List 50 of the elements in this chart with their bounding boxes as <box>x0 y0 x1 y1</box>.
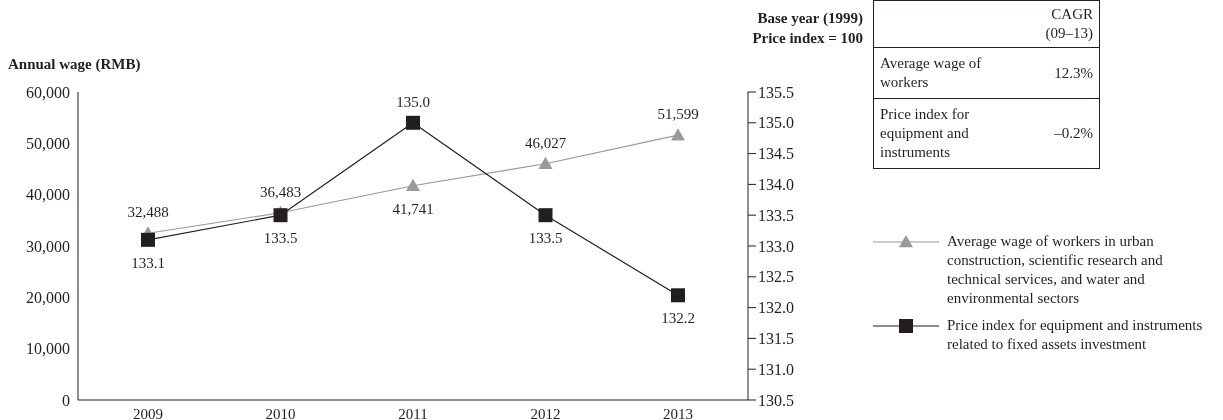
text: 12.3% <box>1053 63 1093 83</box>
y2-tick-label: 131.0 <box>758 360 794 378</box>
text: 41,741 <box>392 200 434 217</box>
y2-tick-label: 133.5 <box>758 206 794 224</box>
y2-tick-label: 134.5 <box>758 145 794 163</box>
y-tick-label: 0 <box>62 391 70 409</box>
y2-axis-title: Base year (1999) Price index = 100 <box>751 9 863 48</box>
y2-tick-label: 132.5 <box>758 268 794 286</box>
y2-tick-label: 133.0 <box>758 237 794 255</box>
legend-label: Average wage of workers in urban construction, scientific research and technical services, and water and environmental sectors <box>947 232 1164 308</box>
point <box>406 115 420 130</box>
y2-tick-label: 132.0 <box>758 299 794 317</box>
y-tick-label: 50,000 <box>26 135 70 153</box>
text: 133.5 <box>528 230 563 247</box>
x-tick-label: 2010 <box>265 405 296 420</box>
y2-tick-label: 135.5 <box>758 83 794 101</box>
y2-tick-label: 135.0 <box>758 114 794 132</box>
point <box>406 178 420 191</box>
point <box>141 232 155 247</box>
text: 36,483 <box>259 183 302 200</box>
y-tick-label: 60,000 <box>26 83 70 101</box>
point <box>273 208 288 223</box>
text: Average wage of workers <box>880 54 983 92</box>
y2-tick-label: 130.5 <box>758 391 794 409</box>
text: 133.1 <box>131 254 165 271</box>
y-tick-label: 10,000 <box>26 340 70 358</box>
y-tick-label: 40,000 <box>26 186 70 204</box>
y2-tick-label: 131.5 <box>758 330 794 348</box>
point <box>671 288 685 303</box>
text: 133.5 <box>263 230 298 247</box>
text: 46,027 <box>524 134 567 151</box>
text: 132.2 <box>661 310 695 327</box>
text: –0.2% <box>1053 124 1093 143</box>
x-tick-label: 2013 <box>663 405 693 420</box>
point <box>671 128 685 141</box>
y-axis-title: Annual wage (RMB) <box>8 56 141 73</box>
x-tick-label: 2009 <box>133 405 163 420</box>
x-tick-label: 2011 <box>398 405 428 420</box>
x-tick-label: 2012 <box>530 405 561 420</box>
point <box>538 208 553 223</box>
text: 135.0 <box>396 93 430 110</box>
y-tick-label: 20,000 <box>26 289 70 307</box>
text: 32,488 <box>127 204 169 221</box>
text: Price index for equipment and instruments <box>880 105 971 162</box>
y-tick-label: 30,000 <box>26 237 70 255</box>
text: 51,599 <box>657 106 699 123</box>
text: CAGR (09–13) <box>874 1 1099 48</box>
y2-tick-label: 134.0 <box>758 176 794 194</box>
legend-label: Price index for equipment and instruments related to fixed assets investment <box>947 316 1204 354</box>
point <box>538 156 553 169</box>
